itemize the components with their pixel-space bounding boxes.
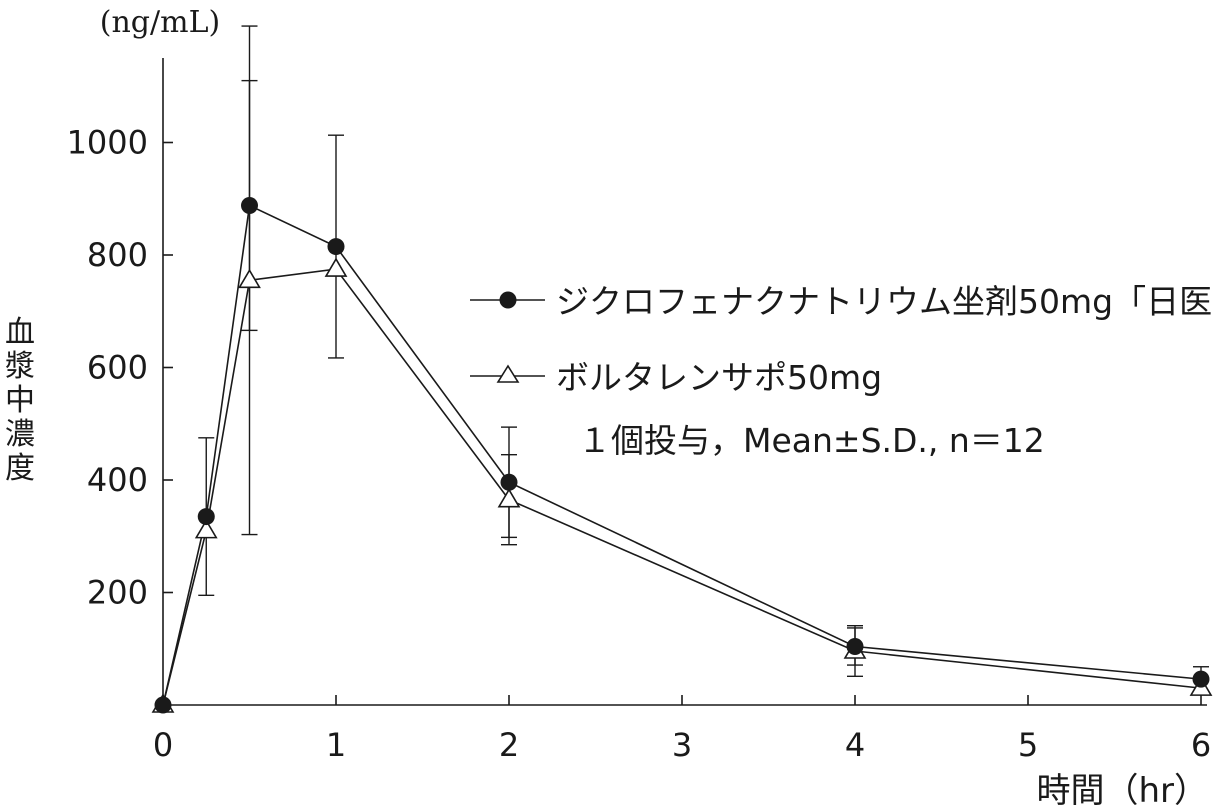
x-tick-label: 5 [1018,726,1038,764]
point-series-1 [197,508,215,526]
point-series-2 [497,488,521,508]
y-tick-label: 1000 [67,124,148,162]
y-unit-label: (ng/mL) [100,5,220,40]
y-tick-label: 800 [87,236,148,274]
axes [162,58,1207,706]
y-tick-label: 600 [87,349,148,387]
x-tick-label: 2 [499,726,519,764]
series-line-2 [162,268,1202,706]
point-series-1 [1192,670,1210,688]
point-series-1 [241,197,258,214]
dosing-annotation: １個投与，Mean±S.D., n＝12 [578,421,1045,460]
point-series-1 [327,238,345,256]
x-tick-label: 1 [326,726,346,764]
x-tick-label: 6 [1191,726,1211,764]
point-series-2 [194,519,218,539]
legend-marker-series-2 [496,364,520,383]
x-ticks: 0 1 2 3 4 5 6 [153,695,1211,764]
y-axis-label: 血漿中濃度 [5,315,35,486]
y-tick-label: 200 [87,574,148,612]
legend: ジクロフェナクナトリウム坐剤50mg「日医工」 ボルタレンサポ50mg １個投与… [470,282,1213,460]
point-series-2 [324,257,348,277]
legend-label-series-2: ボルタレンサポ50mg [556,358,882,397]
y-tick-label: 400 [87,461,148,499]
point-series-2 [238,268,261,289]
x-axis-label: 時間（hr） [1036,771,1208,808]
x-tick-label: 4 [845,726,865,764]
x-tick-label: 0 [153,726,173,764]
point-series-1 [500,473,518,491]
y-ticks: 200 400 600 800 1000 [67,124,173,612]
legend-label-series-1: ジクロフェナクナトリウム坐剤50mg「日医工」 [556,282,1213,321]
point-series-1 [846,638,864,655]
series-markers [151,197,1213,714]
point-series-1 [154,696,172,714]
x-tick-label: 3 [672,726,692,764]
legend-marker-series-1 [499,291,517,309]
